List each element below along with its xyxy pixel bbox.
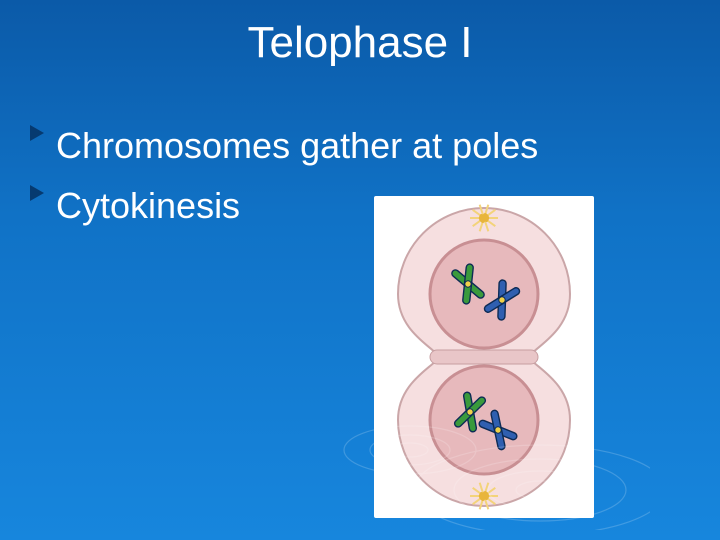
slide: Telophase I Chromosomes gather at poles … (0, 0, 720, 540)
bullet-marker-icon (28, 184, 46, 202)
cell-svg (374, 196, 594, 518)
bullet-marker-icon (28, 124, 46, 142)
slide-title: Telophase I (0, 18, 720, 68)
bullet-item: Chromosomes gather at poles (28, 118, 538, 174)
bullet-text: Cytokinesis (56, 178, 240, 234)
telophase-diagram (374, 196, 594, 518)
bullet-text: Chromosomes gather at poles (56, 118, 538, 174)
